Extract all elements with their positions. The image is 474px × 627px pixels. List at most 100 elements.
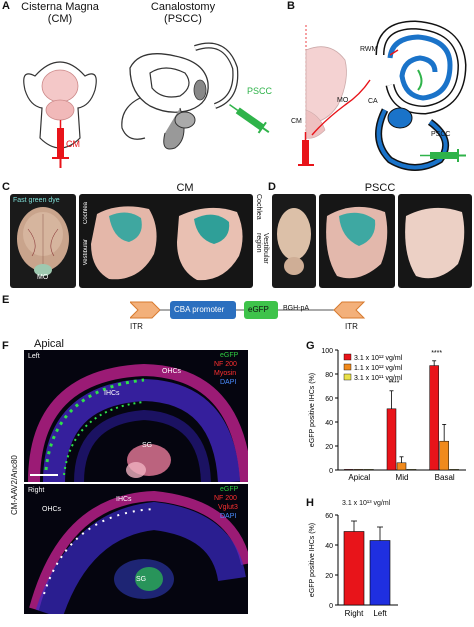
inner-ear-drawing: [121, 42, 239, 150]
pscc-title: Canalostomy (PSCC): [150, 1, 216, 25]
h-note: 3.1 x 10¹³ vg/ml: [342, 500, 391, 507]
g-bar: [429, 365, 439, 471]
f-left-confocal: Left IHCs OHCs SG eGFP NF 200 Myosin DAP…: [24, 350, 248, 482]
c-cochlea-side-label: Cochlea: [255, 194, 262, 220]
panel-label-c: C: [2, 181, 10, 193]
g-legend-swatch: [343, 353, 352, 361]
ca-label: CA: [368, 98, 378, 105]
f-right-label: Right: [28, 487, 45, 494]
cm-title: Cisterna Magna (CM): [21, 1, 99, 25]
egfp-box: [244, 301, 278, 319]
bgh-label: BGH-pA: [283, 305, 310, 312]
h-xtick-label: Right: [345, 609, 364, 618]
h-ytick-label: 60: [325, 513, 333, 520]
f-ihcs-label-top: IHCs: [104, 390, 120, 397]
panel-label-a: A: [2, 0, 10, 12]
panel-label-g: G: [306, 340, 315, 352]
itr-right-label: ITR: [345, 322, 358, 331]
g-ytick-label: 20: [325, 444, 333, 451]
egfp-label: eGFP: [248, 305, 269, 314]
g-legend-swatch: [343, 373, 352, 381]
g-legend-label: 3.1 x 10¹² vg/ml: [354, 355, 403, 362]
g-sig-basal: ****: [431, 350, 442, 357]
h-xtick-label: Left: [373, 609, 387, 618]
brain-front: [41, 69, 79, 103]
h-ytick-label: 0: [329, 603, 333, 610]
mo-label: MO: [337, 97, 349, 104]
g-legend-swatch: [343, 363, 352, 371]
g-bar: [344, 469, 354, 471]
f-legend-bottom-0: eGFP: [220, 486, 239, 493]
panel-label-h: H: [306, 497, 314, 509]
brain-half: [305, 46, 347, 123]
f-sg-label-top: SG: [142, 442, 153, 449]
g-bar: [439, 440, 449, 471]
h-bar: [343, 531, 365, 606]
g-xtick-label: Basal: [435, 473, 455, 482]
f-side-label: CM-AAV2/Anc80: [10, 455, 19, 515]
g-bar: [396, 462, 407, 471]
c-mo-label: MO: [37, 274, 49, 281]
d-cochlea-photo-2: [398, 194, 472, 288]
g-legend-label: 3.1 x 10¹¹ vg/ml: [354, 375, 403, 382]
itr-left-label: ITR: [130, 322, 143, 331]
panel-label-e: E: [2, 294, 10, 306]
h-bar: [369, 540, 391, 606]
brainstem: [305, 109, 326, 139]
g-xtick-label: Apical: [348, 473, 370, 482]
itr-right-arrow: [333, 301, 366, 319]
f-legend-top-1: NF 200: [214, 361, 237, 368]
g-ytick-label: 0: [329, 468, 333, 475]
apical-title: Apical: [34, 338, 64, 350]
f-legend-top-2: Myosin: [214, 370, 237, 377]
f-ihcs-label-bottom: IHCs: [116, 496, 132, 503]
g-bar: [386, 408, 397, 471]
panel-b-illustration: [298, 20, 467, 171]
cba-box: [170, 301, 236, 319]
g-bar: [406, 469, 417, 471]
g-ytick-label: 80: [325, 372, 333, 379]
d-cochlea-photo-1: [319, 194, 395, 288]
cochlea-photo-cm: Cochlea Vestibular: [79, 194, 253, 288]
g-bar: [449, 469, 459, 471]
chart-h: 0 20 40 60 eGFP positive IHCs (%) Right Left: [309, 513, 398, 618]
f-legend-bottom-3: DAPI: [220, 513, 237, 520]
g-sig-mid: ****: [389, 380, 400, 387]
pscc-syringe: [229, 104, 270, 134]
cm-label-a: CM: [66, 139, 80, 149]
d-brain-photo: [272, 194, 316, 288]
cochlea-spiral: [387, 34, 453, 101]
h-ytick-label: 40: [325, 543, 333, 550]
cba-label: CBA promoter: [174, 305, 225, 314]
g-ytick-label: 40: [325, 420, 333, 427]
c-cochlea-label: Cochlea: [83, 202, 89, 225]
f-left-label: Left: [28, 353, 40, 360]
f-legend-top-3: DAPI: [220, 379, 237, 386]
vector-construct: [130, 301, 366, 319]
f-scale-bar: [30, 474, 58, 476]
panel-label-f: F: [2, 340, 9, 352]
panel-label-b: B: [287, 0, 295, 12]
g-bar: [364, 469, 374, 471]
vestibule: [387, 107, 413, 129]
g-bar: [354, 469, 364, 471]
green-flow-arrow: [417, 69, 423, 91]
g-xtick-label: Mid: [396, 473, 409, 482]
h-ytick-label: 20: [325, 573, 333, 580]
b-pscc-label: PSCC: [431, 131, 451, 138]
fast-green-label: Fast green dye: [13, 197, 60, 204]
csf-flow-arrow: [311, 79, 371, 136]
brain-photo: Fast green dye MO: [10, 194, 76, 288]
rwm-arrow: [389, 49, 399, 56]
g-ytick-label: 100: [321, 348, 333, 355]
f-sg-label-bottom: SG: [136, 576, 147, 583]
b-pscc-syringe-body: [430, 152, 458, 159]
f-right-confocal: Right OHCs IHCs SG eGFP NF 200 Vglut3 DA…: [24, 484, 248, 614]
d-pscc-title: PSCC: [364, 182, 396, 194]
g-legend-label: 1.1 x 10¹² vg/ml: [354, 365, 403, 372]
panel-label-d: D: [268, 181, 276, 193]
g-ylabel: eGFP positive IHCs (%): [309, 373, 316, 447]
f-legend-bottom-1: NF 200: [214, 495, 237, 502]
c-vestibular-region-label: Vestibular region: [255, 233, 269, 264]
c-cm-title: CM: [176, 182, 194, 194]
